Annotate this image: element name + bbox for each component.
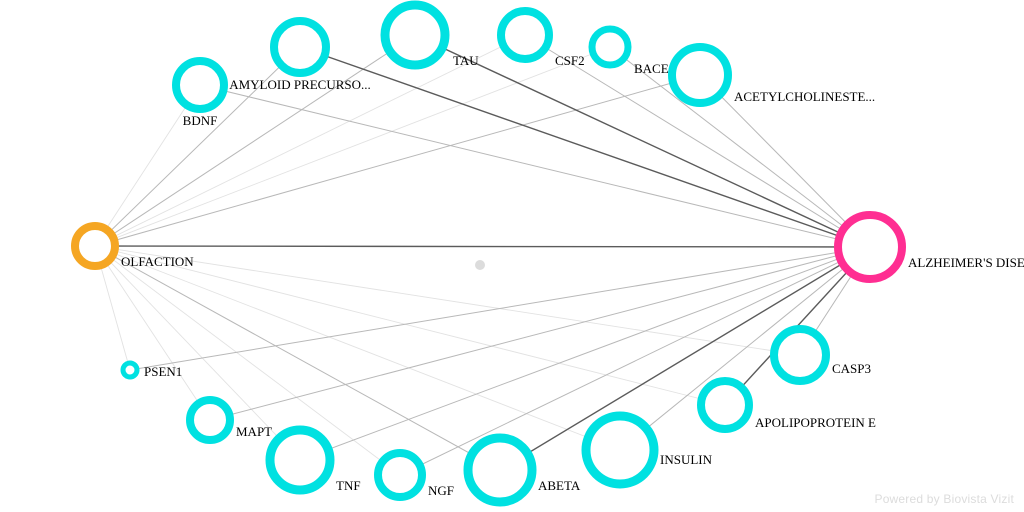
node-circle-casp3[interactable] bbox=[774, 329, 826, 381]
node-label-apoe: APOLIPOPROTEIN E bbox=[755, 415, 876, 430]
node-circle-bace1[interactable] bbox=[592, 29, 628, 65]
node-label-csf2: CSF2 bbox=[555, 53, 585, 68]
node-bdnf[interactable]: BDNF bbox=[176, 61, 224, 128]
node-casp3[interactable]: CASP3 bbox=[774, 329, 871, 381]
node-circle-abeta[interactable] bbox=[468, 438, 532, 502]
node-ngf[interactable]: NGF bbox=[378, 453, 454, 498]
node-circle-psen1[interactable] bbox=[123, 363, 137, 377]
node-circle-tau[interactable] bbox=[385, 5, 445, 65]
node-app[interactable]: AMYLOID PRECURSO... bbox=[229, 21, 371, 92]
edge-olfaction-apoe bbox=[95, 246, 725, 405]
node-mapt[interactable]: MAPT bbox=[190, 400, 272, 440]
node-circle-tnf[interactable] bbox=[270, 430, 330, 490]
node-label-mapt: MAPT bbox=[236, 424, 272, 439]
node-label-insulin: INSULIN bbox=[660, 452, 713, 467]
node-label-tnf: TNF bbox=[336, 478, 361, 493]
node-circle-alzheimers[interactable] bbox=[838, 215, 902, 279]
node-label-bdnf: BDNF bbox=[183, 113, 218, 128]
center-dot bbox=[475, 260, 485, 270]
edge-olfaction-alzheimers bbox=[95, 246, 870, 247]
edge-olfaction-casp3 bbox=[95, 246, 800, 355]
node-circle-mapt[interactable] bbox=[190, 400, 230, 440]
node-tau[interactable]: TAU bbox=[385, 5, 479, 68]
node-insulin[interactable]: INSULIN bbox=[586, 416, 713, 484]
node-label-casp3: CASP3 bbox=[832, 361, 871, 376]
node-label-app: AMYLOID PRECURSO... bbox=[229, 77, 371, 92]
node-label-ngf: NGF bbox=[428, 483, 454, 498]
edge-alzheimers-bace1 bbox=[610, 47, 870, 247]
network-graph: OLFACTION ALZHEIMER'S DISEASE BDNF AMYLOID … bbox=[0, 0, 1024, 512]
node-label-tau: TAU bbox=[453, 53, 479, 68]
edge-olfaction-mapt bbox=[95, 246, 210, 420]
node-circle-ngf[interactable] bbox=[378, 453, 422, 497]
node-label-abeta: ABETA bbox=[538, 478, 581, 493]
node-olfaction[interactable]: OLFACTION bbox=[75, 226, 194, 269]
node-circle-olfaction[interactable] bbox=[75, 226, 115, 266]
edge-olfaction-bdnf bbox=[95, 85, 200, 246]
node-circle-csf2[interactable] bbox=[501, 11, 549, 59]
node-circle-bdnf[interactable] bbox=[176, 61, 224, 109]
node-psen1[interactable]: PSEN1 bbox=[123, 363, 182, 379]
node-label-olfaction: OLFACTION bbox=[121, 254, 194, 269]
node-apoe[interactable]: APOLIPOPROTEIN E bbox=[701, 381, 876, 430]
node-alzheimers[interactable]: ALZHEIMER'S DISEASE bbox=[838, 215, 1024, 279]
edge-alzheimers-mapt bbox=[210, 247, 870, 420]
node-label-psen1: PSEN1 bbox=[144, 364, 182, 379]
node-circle-app[interactable] bbox=[274, 21, 326, 73]
node-circle-ache[interactable] bbox=[672, 47, 728, 103]
edge-alzheimers-psen1 bbox=[130, 247, 870, 370]
edge-alzheimers-app bbox=[300, 47, 870, 247]
edge-alzheimers-bdnf bbox=[200, 85, 870, 247]
node-bace1[interactable]: BACE1 bbox=[592, 29, 675, 76]
nodes-layer: OLFACTION ALZHEIMER'S DISEASE BDNF AMYLOID … bbox=[75, 5, 1024, 502]
node-label-alzheimers: ALZHEIMER'S DISEASE bbox=[908, 255, 1024, 270]
edge-olfaction-insulin bbox=[95, 246, 620, 450]
node-ache[interactable]: ACETYLCHOLINESTE... bbox=[672, 47, 875, 104]
node-abeta[interactable]: ABETA bbox=[468, 438, 581, 502]
node-circle-apoe[interactable] bbox=[701, 381, 749, 429]
edge-olfaction-ngf bbox=[95, 246, 400, 475]
node-circle-insulin[interactable] bbox=[586, 416, 654, 484]
watermark: Powered by Biovista Vizit bbox=[874, 492, 1014, 506]
node-label-ache: ACETYLCHOLINESTE... bbox=[734, 89, 875, 104]
node-tnf[interactable]: TNF bbox=[270, 430, 361, 493]
node-csf2[interactable]: CSF2 bbox=[501, 11, 585, 68]
